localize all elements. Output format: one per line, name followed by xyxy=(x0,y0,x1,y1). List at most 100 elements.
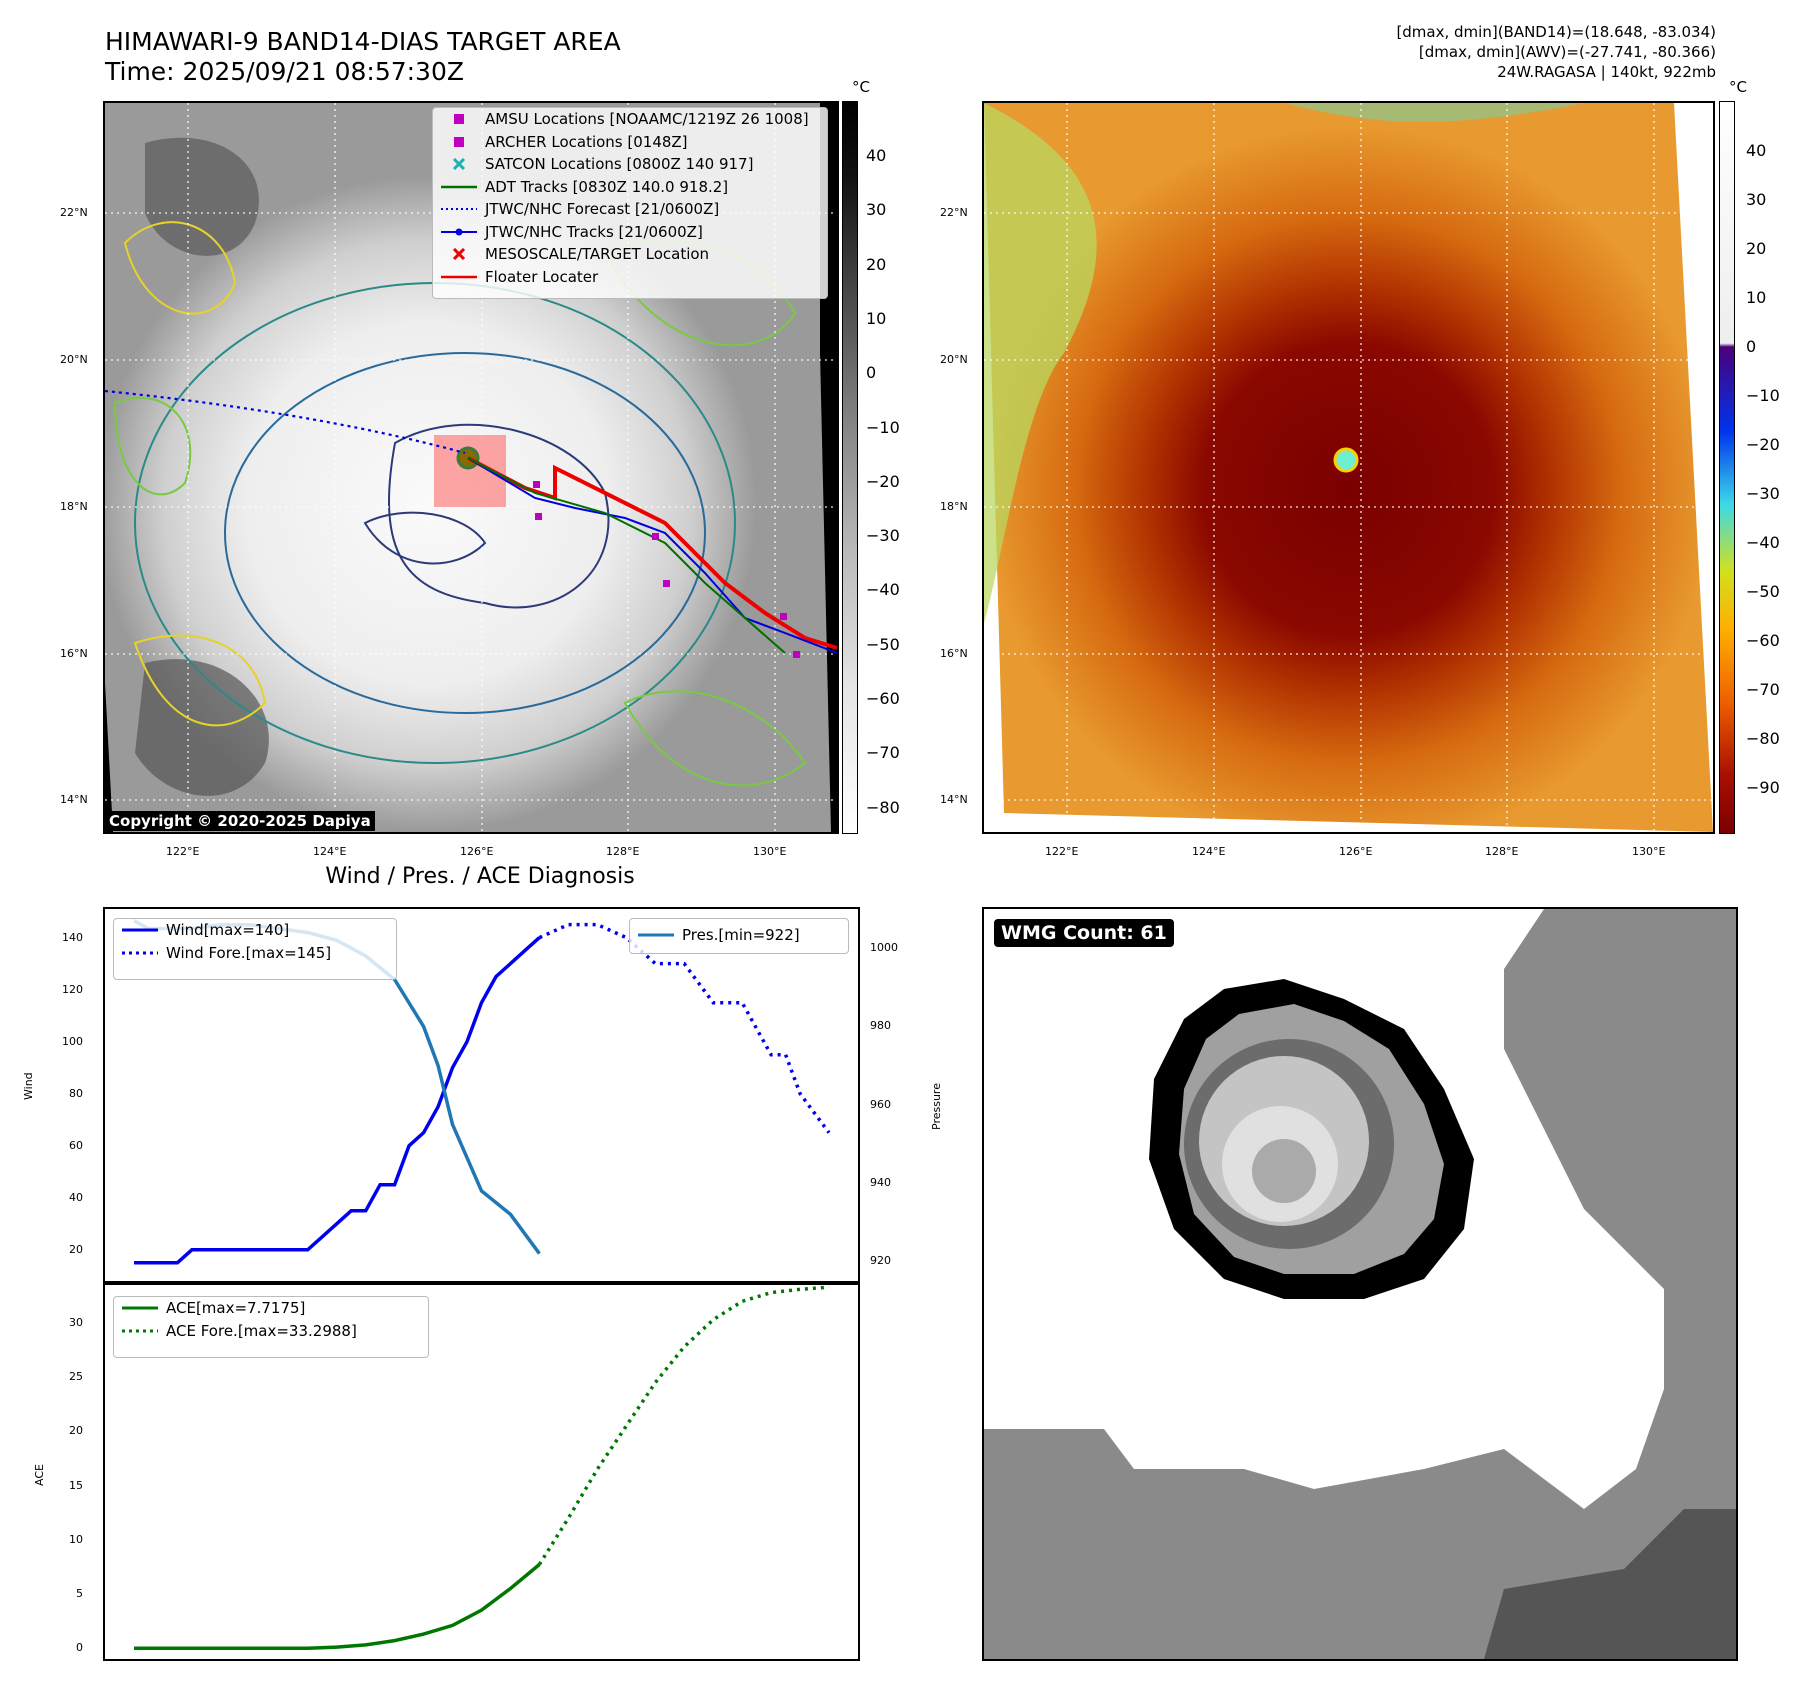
diagnosis-title: Wind / Pres. / ACE Diagnosis xyxy=(325,864,635,889)
wind-tick-label: 140 xyxy=(62,930,83,944)
wind-tick-label: 20 xyxy=(69,1242,83,1256)
right-colorbar-tick: 40 xyxy=(1746,141,1767,160)
lon-label: 128°E xyxy=(606,845,640,858)
legend-label: AMSU Locations [NOAAMC/1219Z 26 1008] xyxy=(485,110,809,129)
stats-line2: [dmax, dmin](AWV)=(-27.741, -80.366) xyxy=(1418,43,1716,61)
lat-label: 16°N xyxy=(940,647,968,660)
ace-legend-label: ACE[max=7.7175] xyxy=(166,1299,306,1318)
square-icon xyxy=(441,136,477,148)
left-colorbar-tick: 20 xyxy=(866,254,887,274)
x-icon xyxy=(441,248,477,261)
ace-tick-label: 25 xyxy=(69,1370,83,1384)
dotted-line-icon xyxy=(441,206,477,212)
left-colorbar-tick: −60 xyxy=(866,689,900,708)
legend-item: SATCON Locations [0800Z 140 917] xyxy=(433,153,827,176)
lat-label: 22°N xyxy=(940,206,968,219)
ace-tick-label: 30 xyxy=(69,1315,83,1329)
x-icon xyxy=(441,158,477,171)
legend-item: Floater Locater xyxy=(433,266,827,289)
ace-tick-label: 20 xyxy=(69,1424,83,1438)
left-colorbar-tick: 10 xyxy=(866,308,887,328)
pressure-axis-label: Pressure xyxy=(930,1083,943,1130)
pressure-tick-label: 1000 xyxy=(870,941,898,955)
lat-label: 18°N xyxy=(940,500,968,513)
left-colorbar-tick: −10 xyxy=(866,417,900,437)
lon-label: 128°E xyxy=(1485,845,1519,858)
wind-tick-label: 80 xyxy=(69,1086,83,1100)
legend-item: ADT Tracks [0830Z 140.0 918.2] xyxy=(433,176,827,199)
legend-label: SATCON Locations [0800Z 140 917] xyxy=(485,155,754,174)
legend-item: AMSU Locations [NOAAMC/1219Z 26 1008] xyxy=(433,108,827,131)
legend-label: ADT Tracks [0830Z 140.0 918.2] xyxy=(485,177,729,196)
lon-label: 126°E xyxy=(460,845,494,858)
right-colorbar-tick: −60 xyxy=(1746,631,1780,650)
right-colorbar-tick: −50 xyxy=(1746,582,1780,601)
awv-map-panel xyxy=(982,101,1715,834)
left-colorbar-tick: −80 xyxy=(866,797,900,817)
storm-info: 24W.RAGASA | 140kt, 922mb xyxy=(1497,63,1716,81)
wmg-panel: WMG Count: 61 xyxy=(982,907,1738,1661)
left-colorbar-tick: −40 xyxy=(866,580,900,600)
wmg-image xyxy=(984,909,1736,1659)
legend-label: Floater Locater xyxy=(485,267,599,286)
legend-label: ARCHER Locations [0148Z] xyxy=(485,132,688,151)
lat-label: 14°N xyxy=(940,793,968,806)
lat-label: 16°N xyxy=(60,647,88,660)
left-colorbar-tick: −70 xyxy=(866,743,900,763)
left-colorbar-tick: −30 xyxy=(866,526,900,546)
left-colorbar-tick: 0 xyxy=(866,363,877,383)
left-colorbar-tick: −20 xyxy=(866,471,900,491)
right-colorbar-tick: −70 xyxy=(1746,680,1780,699)
right-colorbar-tick: −30 xyxy=(1746,484,1780,503)
ace-chart xyxy=(103,1283,860,1661)
legend-item: JTWC/NHC Forecast [21/0600Z] xyxy=(433,198,827,221)
left-colorbar-tick: −50 xyxy=(866,634,900,654)
legend-item: MESOSCALE/TARGET Location xyxy=(433,243,827,266)
awv-map-image xyxy=(984,103,1713,832)
pressure-tick-label: 960 xyxy=(870,1097,891,1111)
left-colorbar-tick: 40 xyxy=(866,146,887,165)
ace-tick-label: 5 xyxy=(76,1586,83,1600)
wind-legend-label: Wind[max=140] xyxy=(166,921,290,940)
right-colorbar-tick: −20 xyxy=(1746,435,1780,454)
chart-title-line2: Time: 2025/09/21 08:57:30Z xyxy=(105,57,464,86)
ace-plot xyxy=(134,1285,830,1650)
legend-item: ARCHER Locations [0148Z] xyxy=(433,131,827,154)
wind-forecast-legend-label: Wind Fore.[max=145] xyxy=(166,943,332,962)
left-colorbar-unit: °C xyxy=(852,78,870,96)
legend-label: MESOSCALE/TARGET Location xyxy=(485,245,710,264)
pressure-tick-label: 980 xyxy=(870,1019,891,1033)
right-colorbar-tick: 30 xyxy=(1746,190,1767,209)
wind-tick-label: 40 xyxy=(69,1190,83,1204)
ace-tick-label: 0 xyxy=(76,1641,83,1655)
right-colorbar-tick: −40 xyxy=(1746,533,1780,552)
map-legend: AMSU Locations [NOAAMC/1219Z 26 1008] ARC… xyxy=(432,107,828,299)
wind-tick-label: 100 xyxy=(62,1034,83,1048)
lon-label: 124°E xyxy=(313,845,347,858)
copyright-label: Copyright © 2020-2025 Dapiya xyxy=(105,811,375,831)
line-icon xyxy=(441,184,477,190)
series-line xyxy=(537,1285,830,1566)
right-colorbar-tick: −80 xyxy=(1746,729,1780,748)
series-line xyxy=(134,936,541,1265)
lat-label: 18°N xyxy=(60,500,88,513)
lon-label: 122°E xyxy=(166,845,200,858)
legend-label: JTWC/NHC Forecast [21/0600Z] xyxy=(485,200,720,219)
chart-title-line1: HIMAWARI-9 BAND14-DIAS TARGET AREA xyxy=(105,27,621,56)
square-icon xyxy=(441,113,477,125)
right-colorbar xyxy=(1719,101,1735,834)
lon-label: 130°E xyxy=(753,845,787,858)
right-colorbar-tick: −10 xyxy=(1746,386,1780,405)
stats-line1: [dmax, dmin](BAND14)=(18.648, -83.034) xyxy=(1396,23,1716,41)
legend-item: JTWC/NHC Tracks [21/0600Z] xyxy=(433,221,827,244)
lat-label: 20°N xyxy=(60,353,88,366)
wind-axis-label: Wind xyxy=(22,1072,35,1100)
left-colorbar-tick: 30 xyxy=(866,200,887,220)
wind-tick-label: 60 xyxy=(69,1138,83,1152)
lon-label: 122°E xyxy=(1045,845,1079,858)
lat-label: 20°N xyxy=(940,353,968,366)
right-colorbar-tick: 0 xyxy=(1746,337,1757,356)
pressure-legend: Pres.[min=922] xyxy=(629,918,849,954)
lon-label: 130°E xyxy=(1632,845,1666,858)
lat-label: 14°N xyxy=(60,793,88,806)
